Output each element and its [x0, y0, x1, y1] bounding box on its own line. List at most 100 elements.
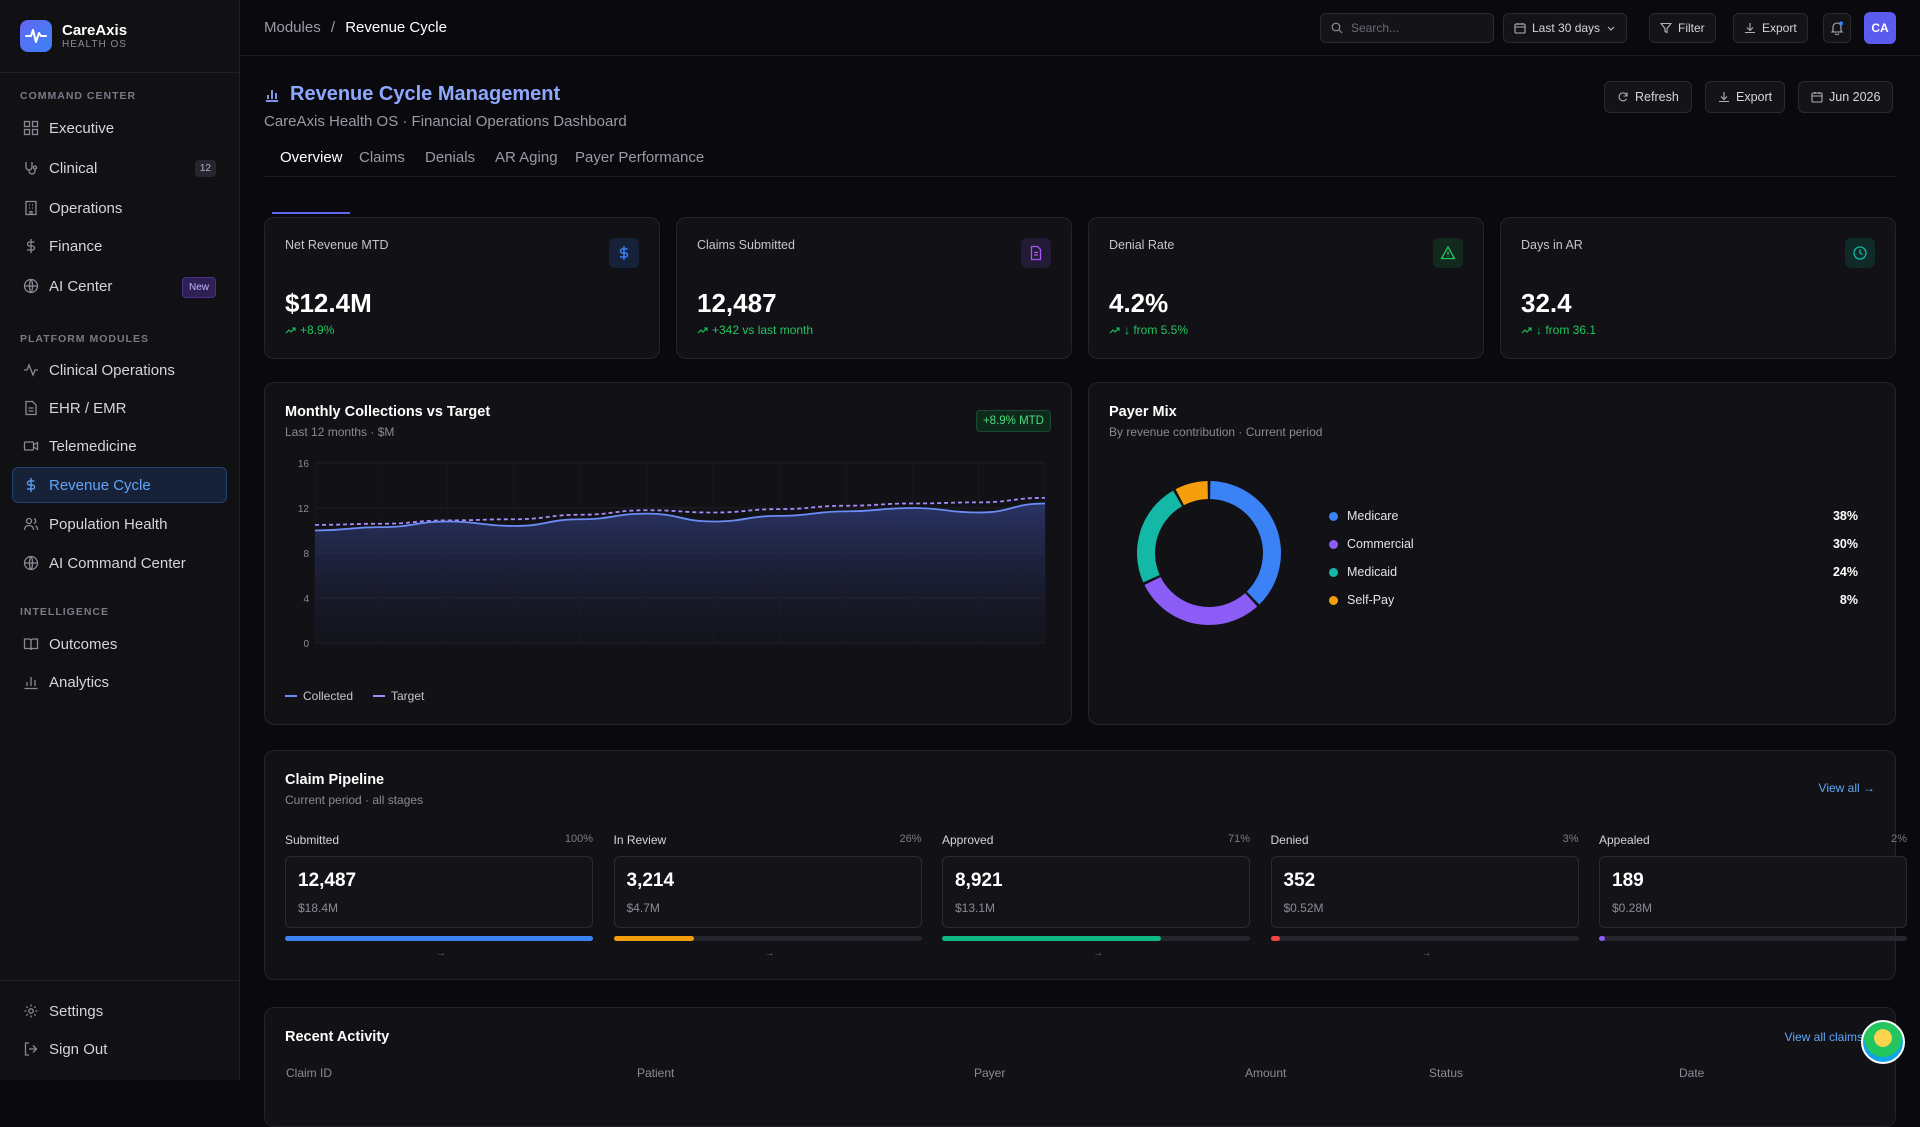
donut-slice-medicaid[interactable]	[1137, 490, 1183, 583]
kpi-delta: +342 vs last month	[697, 323, 813, 337]
payer-row-medicaid[interactable]: Medicaid 24%	[1329, 565, 1858, 579]
sidebar-item-telemedicine[interactable]: Telemedicine	[12, 428, 227, 464]
collected-area	[315, 503, 1045, 643]
sidebar-item-clinical-operations[interactable]: Clinical Operations	[12, 352, 227, 388]
filter-button[interactable]: Filter	[1649, 13, 1716, 43]
chevron-down-icon	[1607, 26, 1615, 31]
globe-icon	[23, 278, 39, 294]
refresh-button[interactable]: Refresh	[1604, 81, 1692, 113]
kpi-delta-text: +342 vs last month	[712, 323, 814, 337]
sidebar-item-label: Telemedicine	[49, 437, 137, 455]
payer-label: Self-Pay	[1347, 593, 1395, 607]
sidebar-item-ehr-emr[interactable]: EHR / EMR	[12, 390, 227, 426]
view-all-claims-link[interactable]: View all claims	[1784, 1030, 1863, 1044]
column-header-date[interactable]: Date	[1679, 1066, 1705, 1080]
collections-subtitle: Last 12 months · $M	[285, 425, 395, 439]
kpi-card-claims-submitted[interactable]: Claims Submitted 12,487 +342 vs last mon…	[676, 217, 1072, 359]
stage-progress-track	[613, 936, 922, 941]
y-tick-label: 0	[303, 639, 309, 648]
payer-mix-title: Payer Mix	[1109, 404, 1177, 420]
notifications-button[interactable]	[1823, 13, 1851, 43]
topbar: Modules / Revenue Cycle Search... Last 3…	[241, 0, 1920, 56]
payer-row-self-pay[interactable]: Self-Pay 8%	[1329, 593, 1858, 607]
search-input[interactable]: Search...	[1320, 13, 1494, 43]
pipeline-subtitle: Current period · all stages	[285, 793, 424, 807]
column-header-patient[interactable]: Patient	[637, 1066, 675, 1080]
stage-amount: $0.52M	[1283, 901, 1324, 915]
stage-count: 3,214	[626, 870, 675, 891]
sidebar-item-ai-center[interactable]: AI Center New	[12, 268, 227, 304]
tab-denials[interactable]: Denials	[425, 149, 476, 166]
view-all-link[interactable]: View all →	[1818, 781, 1875, 795]
sidebar-item-label: Population Health	[49, 515, 168, 533]
tab-overview[interactable]: Overview	[280, 149, 343, 166]
column-header-claim-id[interactable]: Claim ID	[286, 1066, 333, 1080]
period-button[interactable]: Jun 2026	[1798, 81, 1894, 113]
sidebar-item-revenue-cycle[interactable]: Revenue Cycle	[12, 467, 227, 503]
stage-box-appealed[interactable]: 189 $0.28M	[1599, 856, 1907, 928]
date-range-dropdown[interactable]: Last 30 days	[1503, 13, 1628, 43]
sidebar-divider	[0, 980, 240, 981]
sidebar-item-outcomes[interactable]: Outcomes	[12, 626, 227, 662]
legend-label: Collected	[303, 689, 354, 703]
sidebar-item-settings[interactable]: Settings	[12, 993, 227, 1029]
kpi-label: Days in AR	[1521, 238, 1583, 252]
assistant-button[interactable]	[1861, 1020, 1905, 1064]
stage-pct: 3%	[1562, 833, 1579, 845]
main-content: Revenue Cycle Management CareAxis Health…	[241, 57, 1920, 1127]
breadcrumb-parent[interactable]: Modules	[264, 19, 321, 36]
brand[interactable]: CareAxis HEALTH OS	[20, 20, 127, 52]
sidebar-item-operations[interactable]: Operations	[12, 190, 227, 226]
stage-label: Appealed	[1599, 833, 1650, 847]
dollar-icon	[26, 239, 36, 253]
tab-ar-aging[interactable]: AR Aging	[495, 149, 558, 166]
stage-label: Approved	[942, 833, 994, 847]
date-range-label: Last 30 days	[1532, 21, 1601, 35]
kpi-card-net-revenue[interactable]: Net Revenue MTD $12.4M +8.9%	[264, 217, 660, 359]
donut-slice-medicare[interactable]	[1210, 481, 1281, 605]
avatar[interactable]: CA	[1864, 12, 1896, 44]
payer-row-medicare[interactable]: Medicare 38%	[1329, 509, 1858, 523]
kpi-card-denial-rate[interactable]: Denial Rate 4.2% ↓ from 5.5%	[1088, 217, 1484, 359]
kpi-delta-text: ↓ from 36.1	[1536, 323, 1597, 337]
stage-box-submitted[interactable]: 12,487 $18.4M	[285, 856, 593, 928]
globe-icon	[23, 555, 39, 571]
sidebar-divider	[0, 72, 240, 73]
column-header-status[interactable]: Status	[1429, 1066, 1464, 1080]
pipeline-title: Claim Pipeline	[285, 772, 385, 788]
stage-pct: 26%	[899, 833, 922, 845]
sidebar-item-analytics[interactable]: Analytics	[12, 664, 227, 700]
kpi-card-days-in-ar[interactable]: Days in AR 32.4 ↓ from 36.1	[1500, 217, 1896, 359]
sidebar-item-population-health[interactable]: Population Health	[12, 506, 227, 542]
donut-slice-self-pay[interactable]	[1175, 481, 1208, 506]
stage-progress-fill	[613, 936, 694, 941]
export-button[interactable]: Export	[1733, 13, 1808, 43]
sidebar-item-label: Outcomes	[49, 635, 118, 653]
payer-mix-donut	[1137, 481, 1281, 625]
sidebar-item-label: Executive	[49, 119, 115, 137]
legend-swatch	[373, 695, 385, 697]
column-header-amount[interactable]: Amount	[1245, 1066, 1287, 1080]
sidebar-item-label: Sign Out	[49, 1040, 108, 1058]
sidebar-item-ai-command-center[interactable]: AI Command Center	[12, 545, 227, 581]
tab-payer-performance[interactable]: Payer Performance	[575, 149, 705, 166]
search-icon	[1331, 22, 1343, 34]
stage-label: Denied	[1270, 833, 1309, 847]
stage-amount: $18.4M	[298, 901, 339, 915]
stage-box-in-review[interactable]: 3,214 $4.7M	[613, 856, 922, 928]
refresh-icon	[1618, 92, 1628, 102]
stage-box-denied[interactable]: 352 $0.52M	[1270, 856, 1579, 928]
donut-slice-commercial[interactable]	[1144, 576, 1258, 625]
sidebar-item-finance[interactable]: Finance	[12, 228, 227, 264]
sidebar-item-clinical[interactable]: Clinical 12	[12, 150, 227, 186]
tab-claims[interactable]: Claims	[359, 149, 405, 166]
calendar-icon	[1811, 92, 1823, 103]
payer-pct: 24%	[1832, 565, 1858, 579]
stage-box-approved[interactable]: 8,921 $13.1M	[942, 856, 1250, 928]
sidebar-item-sign-out[interactable]: Sign Out	[12, 1031, 227, 1067]
sidebar-item-label: Settings	[49, 1002, 104, 1020]
sidebar-item-executive[interactable]: Executive	[12, 110, 227, 146]
column-header-payer[interactable]: Payer	[974, 1066, 1006, 1080]
payer-row-commercial[interactable]: Commercial 30%	[1329, 537, 1858, 551]
page-export-button[interactable]: Export	[1705, 81, 1786, 113]
